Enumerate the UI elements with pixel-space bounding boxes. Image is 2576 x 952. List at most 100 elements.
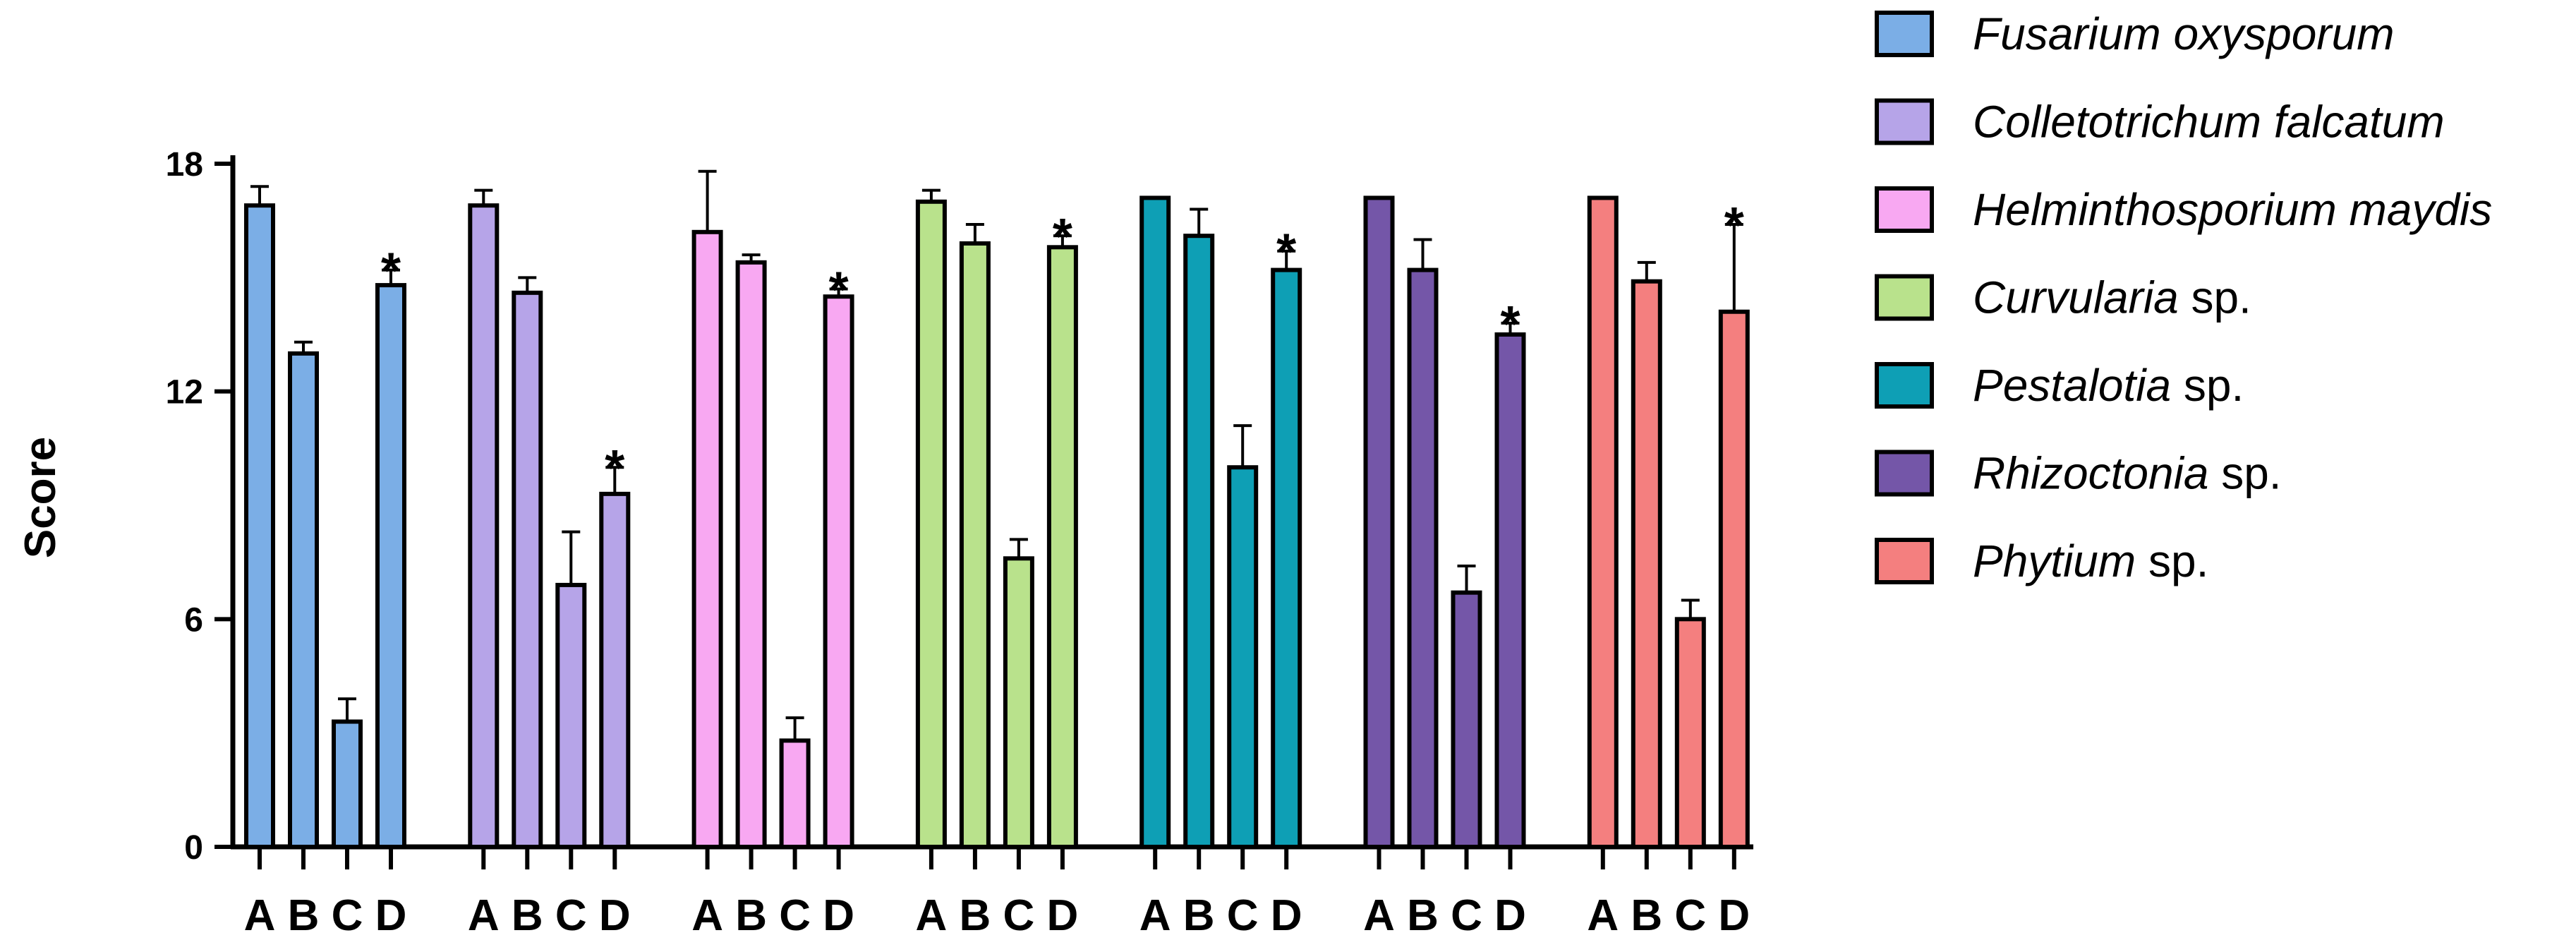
x-tick-label: A	[1363, 891, 1395, 940]
x-tick-label: D	[1047, 891, 1079, 940]
significance-star: *	[1500, 296, 1520, 353]
legend-item: Curvularia sp.	[1875, 272, 2251, 323]
legend-swatch	[1875, 11, 1934, 57]
significance-star: *	[381, 243, 401, 300]
x-tick-label: A	[691, 891, 723, 940]
legend-label-suffix: sp.	[2208, 448, 2281, 499]
bar	[244, 203, 275, 849]
bar	[691, 229, 723, 849]
x-tick-label: D	[823, 891, 854, 940]
bar	[915, 199, 947, 849]
legend-label-italic: Fusarium oxysporum	[1973, 8, 2395, 59]
bar-group: *	[1363, 195, 1526, 850]
x-tick-label: C	[1003, 891, 1035, 940]
legend-swatch	[1875, 450, 1934, 497]
x-tick-label: C	[779, 891, 811, 940]
bar	[332, 719, 363, 849]
x-tick-label: B	[288, 891, 320, 940]
bar	[779, 738, 811, 850]
x-tick-label: B	[512, 891, 543, 940]
legend-swatch	[1875, 186, 1934, 233]
bar-group: *	[1587, 195, 1750, 849]
legend-swatch	[1875, 98, 1934, 145]
legend-label: Fusarium oxysporum	[1973, 8, 2395, 59]
bar	[1271, 267, 1302, 850]
legend-label-suffix: sp.	[2171, 360, 2244, 411]
bar-group: *	[244, 185, 406, 850]
significance-star: *	[1276, 224, 1296, 281]
bar-group: *	[691, 169, 854, 850]
significance-star: *	[829, 262, 849, 318]
x-tick-label: C	[332, 891, 363, 940]
legend-item: Fusarium oxysporum	[1875, 8, 2395, 59]
y-tick-label: 12	[166, 374, 203, 411]
legend-item: Pestalotia sp.	[1875, 360, 2244, 411]
legend-label-italic: Colletotrichum falcatum	[1973, 97, 2445, 147]
legend-label-italic: Rhizoctonia	[1973, 448, 2208, 499]
bar	[959, 241, 991, 849]
x-tick-label: A	[1139, 891, 1171, 940]
bar-group: *	[1139, 195, 1302, 850]
x-tick-label: D	[599, 891, 631, 940]
legend-label-italic: Curvularia	[1973, 272, 2179, 323]
x-tick-label: A	[244, 891, 276, 940]
bar	[1183, 234, 1215, 849]
x-tick-label: C	[1674, 891, 1706, 940]
legend-label-suffix: sp.	[2136, 536, 2208, 586]
y-tick-label: 0	[184, 829, 203, 867]
legend-item: Rhizoctonia sp.	[1875, 448, 2282, 499]
x-tick-label: A	[916, 891, 948, 940]
legend-label-italic: Pestalotia	[1973, 360, 2171, 411]
x-tick-label: D	[1494, 891, 1526, 940]
x-tick-label: B	[1407, 891, 1439, 940]
legend-item: Colletotrichum falcatum	[1875, 97, 2445, 147]
legend-swatch	[1875, 538, 1934, 584]
bars-layer: * * * * * * *	[244, 169, 1750, 850]
x-tick-label: C	[1451, 891, 1482, 940]
bar	[1451, 590, 1482, 849]
bar	[1587, 195, 1619, 849]
y-axis-label: Score	[16, 437, 65, 558]
legend-label-italic: Phytium	[1973, 536, 2136, 586]
legend-label: Phytium sp.	[1973, 536, 2208, 586]
bar-group: *	[915, 188, 1078, 849]
bar	[1631, 279, 1662, 849]
legend-item: Helminthosporium maydis	[1875, 184, 2492, 235]
legend-swatch	[1875, 274, 1934, 321]
legend-label: Curvularia sp.	[1973, 272, 2251, 323]
bar	[1494, 332, 1526, 849]
x-tick-label: B	[1183, 891, 1215, 940]
legend-label: Helminthosporium maydis	[1973, 184, 2492, 235]
bar	[555, 582, 587, 850]
bar	[1046, 245, 1078, 849]
bar	[1363, 195, 1395, 849]
y-tick-label: 18	[166, 146, 203, 183]
bar	[1674, 617, 1706, 849]
bar	[823, 294, 854, 849]
bar	[1407, 267, 1439, 850]
bar	[1718, 309, 1750, 849]
x-tick-label: D	[375, 891, 407, 940]
significance-star: *	[605, 440, 624, 497]
x-tick-label: B	[735, 891, 767, 940]
bar	[468, 203, 500, 849]
bar	[512, 290, 543, 850]
bar	[288, 351, 319, 849]
bar	[1227, 465, 1259, 849]
significance-star: *	[1053, 209, 1072, 265]
x-tick-label: C	[1227, 891, 1259, 940]
y-tick-label: 6	[184, 601, 203, 639]
bar	[1139, 195, 1171, 849]
legend-label: Colletotrichum falcatum	[1973, 97, 2445, 147]
x-tick-label: A	[468, 891, 500, 940]
legend-label: Pestalotia sp.	[1973, 360, 2244, 411]
legend-label: Rhizoctonia sp.	[1973, 448, 2282, 499]
x-tick-label: D	[1271, 891, 1302, 940]
x-tick-label: C	[555, 891, 587, 940]
bar	[735, 260, 767, 850]
bar	[1003, 556, 1034, 849]
x-tick-label: A	[1587, 891, 1619, 940]
bar	[375, 283, 406, 850]
